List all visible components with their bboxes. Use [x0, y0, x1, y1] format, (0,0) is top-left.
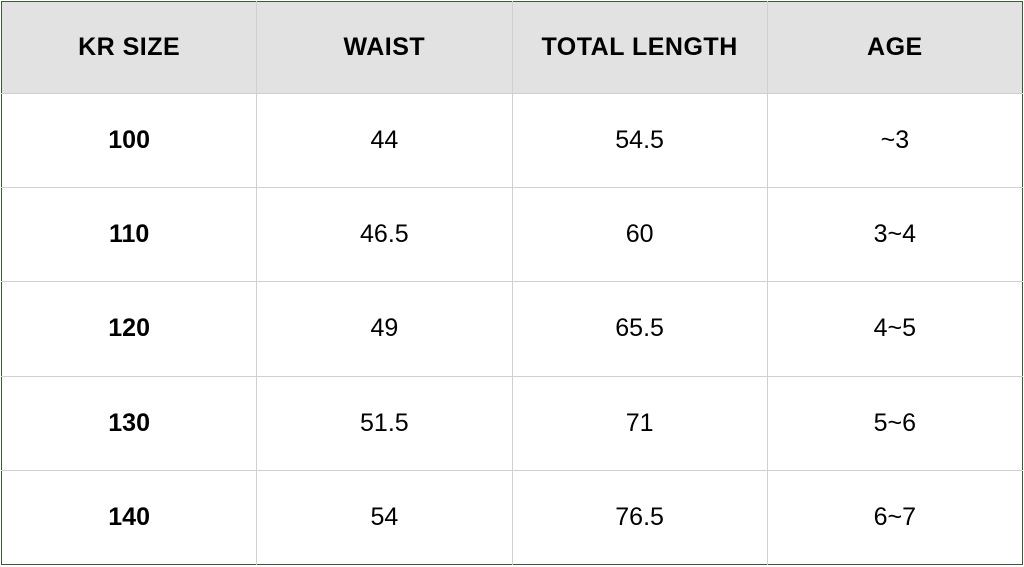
cell-waist: 46.5	[257, 188, 512, 282]
cell-total-length: 54.5	[512, 94, 767, 188]
table-row: 130 51.5 71 5~6	[2, 376, 1023, 470]
cell-waist: 49	[257, 282, 512, 376]
cell-kr-size: 140	[2, 470, 257, 564]
cell-waist: 44	[257, 94, 512, 188]
cell-age: 6~7	[767, 470, 1022, 564]
col-header-waist: WAIST	[257, 2, 512, 94]
cell-age: ~3	[767, 94, 1022, 188]
table-row: 120 49 65.5 4~5	[2, 282, 1023, 376]
cell-total-length: 60	[512, 188, 767, 282]
size-chart-table: KR SIZE WAIST TOTAL LENGTH AGE 100 44 54…	[1, 1, 1023, 565]
table-row: 100 44 54.5 ~3	[2, 94, 1023, 188]
cell-waist: 54	[257, 470, 512, 564]
cell-kr-size: 120	[2, 282, 257, 376]
table-header-row: KR SIZE WAIST TOTAL LENGTH AGE	[2, 2, 1023, 94]
cell-total-length: 71	[512, 376, 767, 470]
cell-age: 3~4	[767, 188, 1022, 282]
cell-age: 4~5	[767, 282, 1022, 376]
cell-waist: 51.5	[257, 376, 512, 470]
col-header-total-length: TOTAL LENGTH	[512, 2, 767, 94]
cell-kr-size: 130	[2, 376, 257, 470]
cell-kr-size: 110	[2, 188, 257, 282]
cell-kr-size: 100	[2, 94, 257, 188]
col-header-kr-size: KR SIZE	[2, 2, 257, 94]
cell-total-length: 76.5	[512, 470, 767, 564]
table-row: 140 54 76.5 6~7	[2, 470, 1023, 564]
table-row: 110 46.5 60 3~4	[2, 188, 1023, 282]
cell-total-length: 65.5	[512, 282, 767, 376]
col-header-age: AGE	[767, 2, 1022, 94]
cell-age: 5~6	[767, 376, 1022, 470]
